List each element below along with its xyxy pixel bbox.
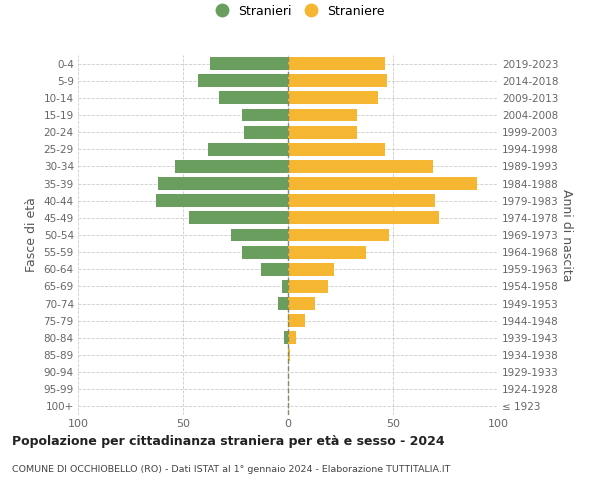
Text: COMUNE DI OCCHIOBELLO (RO) - Dati ISTAT al 1° gennaio 2024 - Elaborazione TUTTIT: COMUNE DI OCCHIOBELLO (RO) - Dati ISTAT …	[12, 465, 451, 474]
Bar	[288, 263, 334, 276]
Bar	[284, 332, 288, 344]
Bar	[260, 263, 288, 276]
Bar	[288, 194, 435, 207]
Bar	[288, 74, 387, 87]
Bar	[277, 297, 288, 310]
Text: Popolazione per cittadinanza straniera per età e sesso - 2024: Popolazione per cittadinanza straniera p…	[12, 435, 445, 448]
Bar	[210, 57, 288, 70]
Bar	[158, 177, 288, 190]
Bar	[282, 280, 288, 293]
Bar	[242, 246, 288, 258]
Bar	[288, 143, 385, 156]
Bar	[288, 177, 477, 190]
Bar	[288, 92, 379, 104]
Bar	[218, 92, 288, 104]
Bar	[155, 194, 288, 207]
Bar	[244, 126, 288, 138]
Y-axis label: Fasce di età: Fasce di età	[25, 198, 38, 272]
Bar	[288, 314, 305, 327]
Legend: Stranieri, Straniere: Stranieri, Straniere	[211, 0, 389, 23]
Bar	[189, 212, 288, 224]
Bar	[242, 108, 288, 122]
Y-axis label: Anni di nascita: Anni di nascita	[560, 188, 573, 281]
Bar	[288, 160, 433, 173]
Bar	[288, 297, 316, 310]
Bar	[288, 332, 296, 344]
Bar	[288, 212, 439, 224]
Bar	[288, 126, 358, 138]
Bar	[288, 57, 385, 70]
Bar	[208, 143, 288, 156]
Bar	[288, 280, 328, 293]
Bar	[288, 246, 366, 258]
Bar	[288, 228, 389, 241]
Bar	[198, 74, 288, 87]
Bar	[288, 108, 358, 122]
Bar	[175, 160, 288, 173]
Bar	[288, 348, 290, 362]
Bar	[232, 228, 288, 241]
